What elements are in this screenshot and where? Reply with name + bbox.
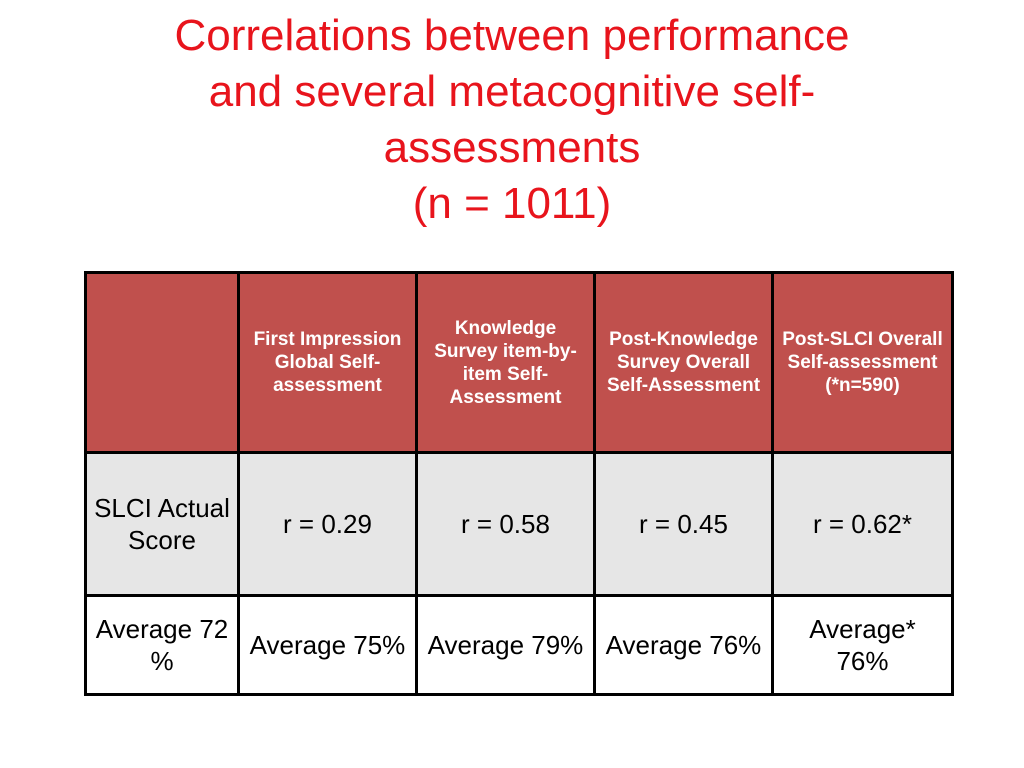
title-line-1: Correlations between performance xyxy=(174,11,850,60)
slide-title: Correlations between performance and sev… xyxy=(62,8,962,232)
row-label-slci: SLCI Actual Score xyxy=(84,451,240,597)
correlation-table: First Impression Global Self-assessment … xyxy=(84,271,954,696)
header-knowledge-survey: Knowledge Survey item-by-item Self-Asses… xyxy=(415,271,596,454)
table-cell: Average* 76% xyxy=(771,594,954,696)
row-label-average: Average 72 % xyxy=(84,594,240,696)
table-cell: Average 75% xyxy=(237,594,418,696)
title-line-4: (n = 1011) xyxy=(412,179,612,228)
title-line-2: and several metacognitive self- xyxy=(208,67,816,116)
table-cell: r = 0.58 xyxy=(415,451,596,597)
table-row: SLCI Actual Score r = 0.29 r = 0.58 r = … xyxy=(84,451,954,597)
header-first-impression: First Impression Global Self-assessment xyxy=(237,271,418,454)
header-cell-empty xyxy=(84,271,240,454)
table-cell: r = 0.45 xyxy=(593,451,774,597)
title-line-3: assessments xyxy=(383,123,641,172)
table-cell: r = 0.29 xyxy=(237,451,418,597)
table-cell: Average 76% xyxy=(593,594,774,696)
table-row: Average 72 % Average 75% Average 79% Ave… xyxy=(84,594,954,696)
table-cell: r = 0.62* xyxy=(771,451,954,597)
header-post-slci: Post-SLCI Overall Self-assessment (*n=59… xyxy=(771,271,954,454)
table-header-row: First Impression Global Self-assessment … xyxy=(84,271,954,454)
table-cell: Average 79% xyxy=(415,594,596,696)
header-post-knowledge-survey: Post-Knowledge Survey Overall Self-Asses… xyxy=(593,271,774,454)
